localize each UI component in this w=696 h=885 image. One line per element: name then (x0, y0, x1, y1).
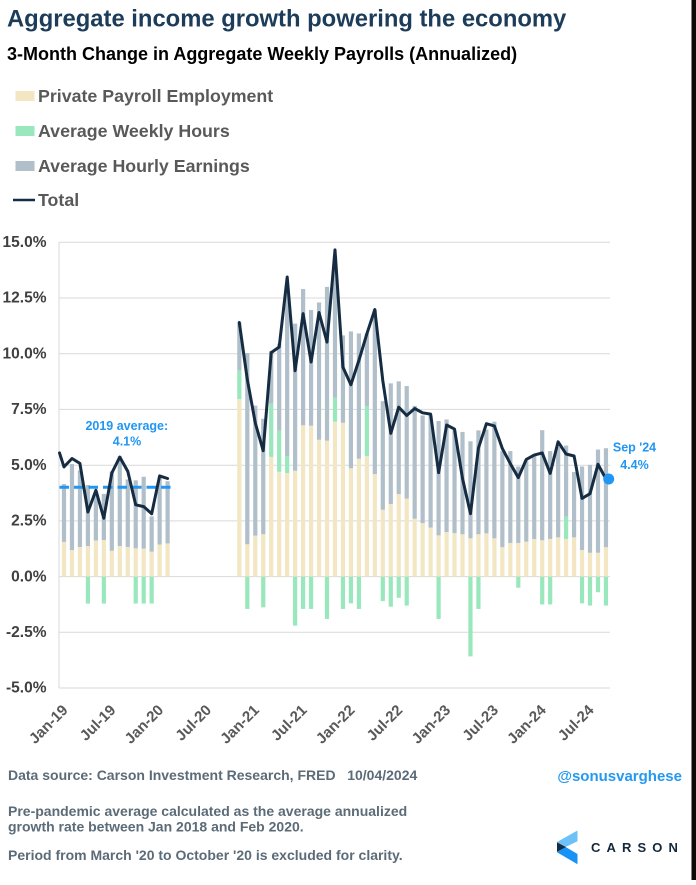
svg-text:Jan-22: Jan-22 (313, 702, 359, 748)
svg-text:4.4%: 4.4% (620, 458, 649, 472)
svg-text:15.0%: 15.0% (3, 234, 47, 251)
svg-text:Jan-21: Jan-21 (217, 702, 263, 748)
svg-text:Jan-19: Jan-19 (26, 702, 72, 748)
svg-text:Jul-24: Jul-24 (555, 701, 598, 744)
svg-text:Jan-23: Jan-23 (408, 702, 454, 748)
svg-text:10.0%: 10.0% (3, 345, 47, 362)
svg-text:Jul-19: Jul-19 (77, 702, 120, 745)
svg-text:4.1%: 4.1% (113, 435, 142, 449)
svg-text:-5.0%: -5.0% (6, 680, 47, 697)
svg-text:Jul-23: Jul-23 (459, 702, 502, 745)
svg-text:Sep '24: Sep '24 (613, 441, 656, 455)
svg-text:5.0%: 5.0% (11, 457, 47, 474)
svg-text:0.0%: 0.0% (11, 568, 47, 585)
svg-text:growth rate between Jan 2018 a: growth rate between Jan 2018 and Feb 202… (8, 819, 304, 835)
svg-text:12.5%: 12.5% (3, 290, 47, 307)
svg-text:2019 average:: 2019 average: (85, 419, 168, 433)
svg-text:Pre-pandemic average calculate: Pre-pandemic average calculated as the a… (8, 803, 407, 819)
svg-text:Data source: Carson Investment: Data source: Carson Investment Research,… (8, 767, 418, 783)
svg-text:Average Hourly Earnings: Average Hourly Earnings (38, 156, 250, 176)
svg-text:Period from March '20 to Octob: Period from March '20 to October '20 is … (8, 847, 403, 863)
svg-text:Jul-20: Jul-20 (172, 702, 215, 745)
svg-text:Total: Total (38, 190, 79, 210)
svg-text:CARSON: CARSON (591, 840, 684, 855)
svg-text:2.5%: 2.5% (11, 513, 47, 530)
svg-text:@sonusvarghese: @sonusvarghese (557, 768, 682, 785)
svg-text:Jul-22: Jul-22 (364, 702, 407, 745)
svg-text:Average Weekly Hours: Average Weekly Hours (38, 121, 230, 141)
svg-text:Jul-21: Jul-21 (268, 702, 311, 745)
svg-text:Aggregate income growth poweri: Aggregate income growth powering the eco… (7, 6, 567, 33)
svg-text:Private Payroll Employment: Private Payroll Employment (38, 86, 273, 106)
svg-text:7.5%: 7.5% (11, 401, 47, 418)
svg-text:Jan-20: Jan-20 (121, 702, 167, 748)
svg-text:3-Month Change in Aggregate We: 3-Month Change in Aggregate Weekly Payro… (7, 44, 517, 64)
svg-text:-2.5%: -2.5% (6, 624, 47, 641)
svg-text:Jan-24: Jan-24 (504, 701, 550, 747)
